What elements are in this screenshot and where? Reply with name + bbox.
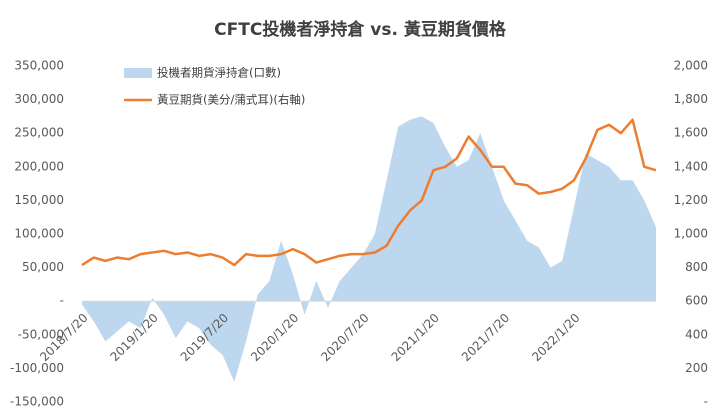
y2-tick-label: - <box>704 395 708 409</box>
y-tick-label: -100,000 <box>10 361 64 375</box>
y-tick-label: 100,000 <box>14 227 64 241</box>
legend-label: 投機者期貨淨持倉(口數) <box>157 66 281 80</box>
y-tick-label: - <box>60 294 64 308</box>
x-tick-label: 2020/1/20 <box>248 311 301 364</box>
legend-swatch <box>124 68 152 78</box>
legend-label: 黃豆期貨(美分/蒲式耳)(右軸) <box>157 93 305 107</box>
area <box>82 116 656 382</box>
y2-tick-label: 1,400 <box>674 159 708 173</box>
y-tick-label: 200,000 <box>14 159 64 173</box>
y2-tick-label: 200 <box>685 361 708 375</box>
x-tick-label: 2022/1/20 <box>529 311 582 364</box>
y-tick-label: 50,000 <box>22 260 64 274</box>
y-tick-label: 150,000 <box>14 193 64 207</box>
line <box>81 118 657 267</box>
chart-title: CFTC投機者淨持倉 vs. 黃豆期貨價格 <box>214 19 507 40</box>
x-tick-label: 2021/1/20 <box>389 311 442 364</box>
y-tick-label: -50,000 <box>18 327 64 341</box>
y2-tick-label: 1,800 <box>674 92 708 106</box>
y2-tick-label: 800 <box>685 260 708 274</box>
y2-tick-label: 1,000 <box>674 227 708 241</box>
y-tick-label: 350,000 <box>14 59 64 73</box>
y-tick-label: 300,000 <box>14 92 64 106</box>
y2-tick-label: 600 <box>685 294 708 308</box>
x-tick-label: 2021/7/20 <box>459 311 512 364</box>
y2-tick-label: 1,600 <box>674 126 708 140</box>
y-tick-label: -150,000 <box>10 395 64 409</box>
x-tick-label: 2020/7/20 <box>318 311 371 364</box>
y2-tick-label: 2,000 <box>674 59 708 73</box>
y2-tick-label: 400 <box>685 327 708 341</box>
y-tick-label: 250,000 <box>14 126 64 140</box>
y2-tick-label: 1,200 <box>674 193 708 207</box>
